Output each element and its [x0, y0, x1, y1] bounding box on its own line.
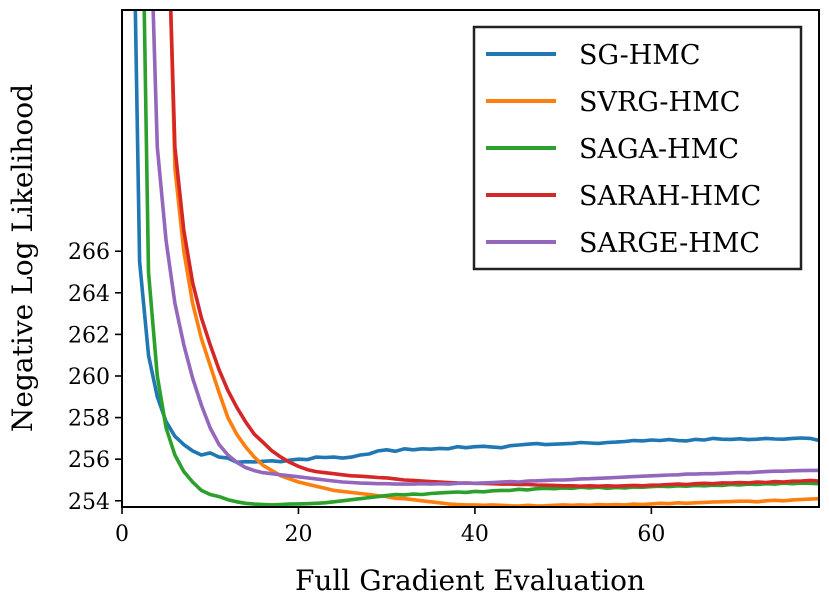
y-tick-label: 266: [68, 240, 110, 265]
legend-label: SARAH-HMC: [579, 181, 761, 212]
y-tick-label: 262: [68, 323, 110, 348]
y-tick-label: 264: [68, 282, 110, 307]
y-tick-label: 256: [68, 448, 110, 473]
series-layer: [133, 10, 819, 507]
legend-label: SVRG-HMC: [579, 87, 740, 118]
legend-label: SAGA-HMC: [579, 134, 739, 165]
plot-frame: [121, 9, 820, 508]
y-tick-label: 258: [68, 407, 110, 432]
series-line-sg-hmc: [133, 10, 819, 465]
x-axis-title: Full Gradient Evaluation: [295, 564, 645, 597]
x-tick-label: 60: [637, 522, 665, 547]
series-line-sarge-hmc: [151, 10, 819, 486]
series-line-saga-hmc: [142, 10, 819, 507]
x-axis: 0 20 40 60: [115, 507, 665, 547]
y-axis: 254 256 258 260 262 264 266: [68, 240, 122, 515]
x-tick-label: 0: [115, 522, 129, 547]
y-tick-label: 254: [68, 490, 110, 515]
x-tick-label: 20: [284, 522, 312, 547]
legend-label: SG-HMC: [579, 40, 701, 71]
legend-label: SARGE-HMC: [579, 228, 760, 259]
x-tick-label: 40: [461, 522, 489, 547]
legend: SG-HMC SVRG-HMC SAGA-HMC SARAH-HMC SARGE-HMC: [472, 25, 803, 271]
y-axis-title: Negative Log Likelihood: [6, 84, 39, 432]
y-tick-label: 260: [68, 365, 110, 390]
